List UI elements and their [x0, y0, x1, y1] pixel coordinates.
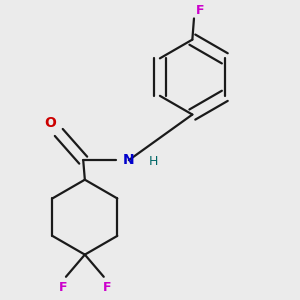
- Text: F: F: [58, 281, 67, 294]
- Text: N: N: [123, 153, 135, 167]
- Text: H: H: [149, 155, 158, 168]
- Text: F: F: [103, 281, 111, 294]
- Text: F: F: [196, 4, 204, 17]
- Text: O: O: [44, 116, 56, 130]
